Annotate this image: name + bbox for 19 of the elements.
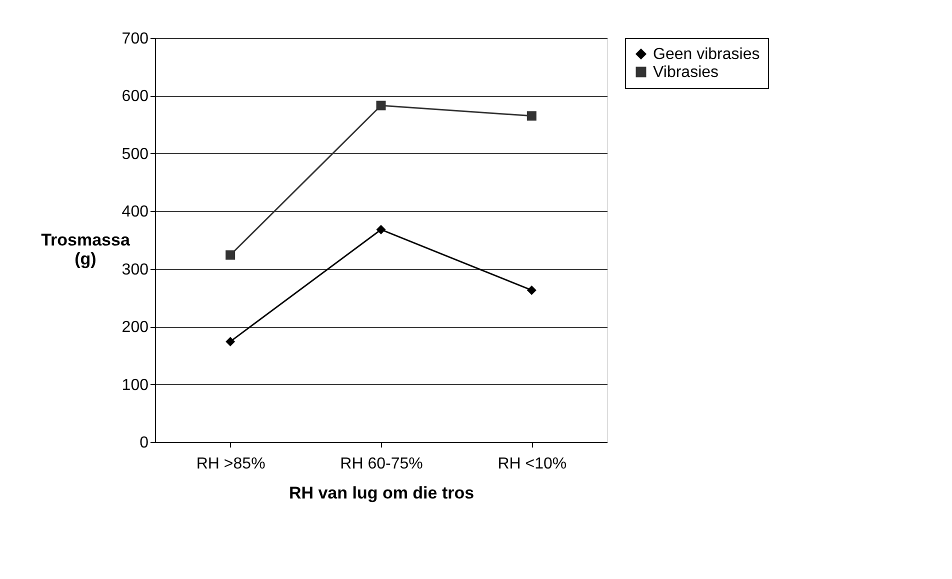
y-tick-label: 400	[122, 204, 149, 221]
y-tick-label: 0	[140, 434, 149, 452]
point	[526, 111, 536, 121]
y-tick-label: 100	[122, 376, 149, 394]
y-tick-label: 600	[122, 88, 149, 106]
point	[226, 336, 236, 346]
y-tick-label: 500	[122, 146, 149, 163]
point	[526, 285, 536, 295]
point	[376, 224, 386, 234]
y-tick-label: 700	[122, 30, 149, 48]
point	[226, 250, 236, 260]
legend-label: Geen vibrasies	[653, 46, 760, 63]
point	[376, 100, 386, 110]
x-tick-label: RH >85%	[196, 456, 266, 472]
y-tick-label: 200	[122, 319, 149, 336]
legend-label: Vibrasies	[653, 64, 719, 81]
x-axis-title: RH van lug om die tros	[288, 484, 474, 502]
x-tick-label: RH <10%	[498, 456, 567, 472]
x-tick-label: RH 60-75%	[340, 456, 423, 472]
